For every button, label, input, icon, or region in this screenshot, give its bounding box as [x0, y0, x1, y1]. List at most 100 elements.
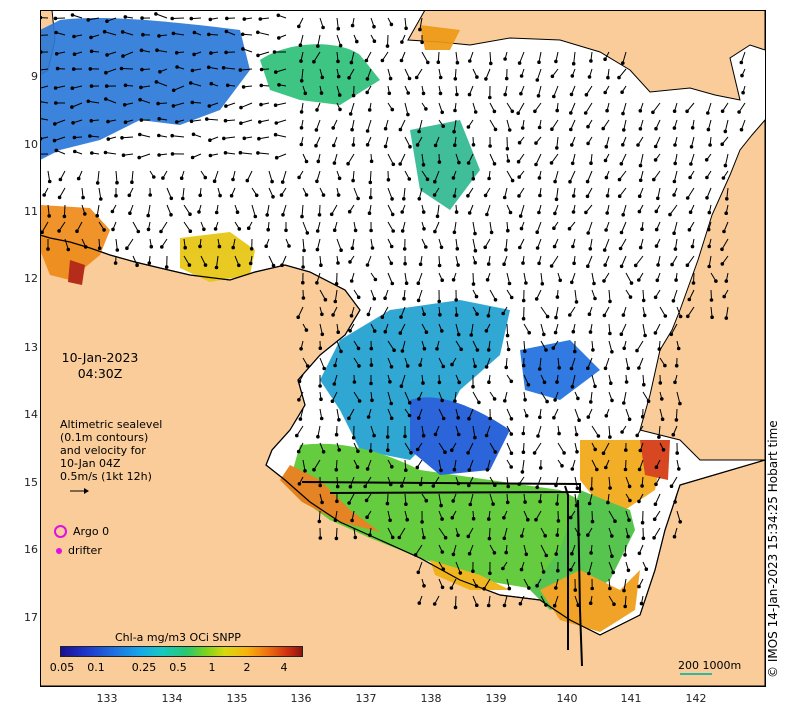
velocity-arrow: [669, 204, 678, 215]
velocity-arrow-head: [90, 151, 94, 155]
velocity-arrow-head: [739, 60, 744, 65]
velocity-arrow-head: [455, 247, 460, 251]
velocity-arrow-head: [555, 146, 559, 150]
velocity-arrow-head: [503, 92, 508, 97]
velocity-arrow-head: [574, 300, 579, 304]
velocity-arrow-head: [486, 262, 491, 266]
velocity-arrow-head: [453, 399, 457, 403]
velocity-arrow-head: [320, 75, 325, 80]
velocity-arrow-head: [337, 448, 342, 452]
velocity-arrow-head: [170, 133, 174, 138]
velocity-arrow-head: [348, 484, 353, 489]
velocity-arrow-head: [62, 214, 67, 219]
velocity-arrow: [536, 68, 542, 81]
velocity-arrow-head: [591, 348, 595, 352]
velocity-arrow-head: [660, 397, 664, 401]
lon-tick-label: 141: [620, 692, 642, 705]
velocity-arrow-head: [335, 484, 340, 489]
velocity-arrow-head: [383, 296, 387, 301]
velocity-arrow-head: [475, 312, 479, 316]
velocity-arrow-head: [203, 263, 208, 267]
lon-tick-label: 139: [485, 692, 507, 705]
velocity-arrow-head: [654, 209, 659, 214]
velocity-arrow-head: [678, 314, 683, 319]
velocity-arrow-head: [453, 143, 457, 147]
velocity-arrow-head: [623, 553, 627, 557]
velocity-arrow-head: [624, 448, 628, 452]
velocity-arrow-head: [523, 349, 527, 354]
velocity-arrow-head: [320, 332, 325, 337]
depth-scale-bar: [680, 673, 712, 675]
velocity-arrow-head: [365, 467, 370, 471]
velocity-arrow-head: [538, 499, 542, 504]
velocity-arrow-head: [333, 299, 338, 304]
velocity-arrow-head: [73, 149, 77, 154]
velocity-arrow: [47, 204, 50, 216]
velocity-arrow-head: [319, 416, 324, 421]
velocity-arrow-head: [641, 298, 646, 303]
velocity-arrow: [173, 85, 185, 91]
velocity-arrow-head: [706, 111, 710, 115]
velocity-arrow-head: [256, 53, 260, 58]
velocity-arrow-head: [550, 127, 554, 131]
velocity-arrow-head: [587, 75, 592, 79]
velocity-arrow-head: [635, 433, 640, 438]
velocity-arrow: [418, 119, 423, 132]
velocity-arrow-head: [608, 586, 612, 591]
velocity-arrow-head: [467, 416, 471, 421]
velocity-arrow-head: [612, 602, 616, 607]
velocity-arrow-head: [88, 67, 93, 71]
velocity-arrow-head: [418, 363, 423, 367]
velocity-arrow-head: [299, 79, 304, 83]
velocity-arrow-head: [425, 177, 430, 182]
velocity-arrow-head: [637, 209, 642, 214]
velocity-arrow: [257, 31, 270, 36]
velocity-arrow-head: [524, 414, 529, 418]
velocity-arrow-head: [398, 127, 403, 132]
velocity-arrow: [301, 204, 304, 217]
velocity-arrow-head: [312, 59, 316, 64]
velocity-arrow-head: [334, 432, 339, 437]
velocity-arrow-head: [276, 13, 281, 18]
velocity-arrow-head: [405, 364, 410, 368]
map-area[interactable]: [40, 10, 765, 686]
velocity-arrow-head: [241, 85, 246, 89]
velocity-arrow-head: [537, 125, 542, 130]
velocity-arrow: [121, 136, 134, 139]
velocity-arrow-head: [592, 281, 596, 286]
velocity-arrow-head: [366, 415, 371, 419]
velocity-arrow: [353, 187, 359, 199]
velocity-arrow-head: [622, 401, 626, 405]
velocity-arrow-head: [424, 107, 428, 111]
velocity-arrow: [540, 272, 543, 284]
velocity-arrow-head: [157, 133, 161, 138]
velocity-arrow-head: [595, 467, 599, 472]
velocity-arrow-head: [471, 282, 476, 286]
velocity-arrow-head: [604, 465, 608, 470]
velocity-arrow-head: [653, 144, 658, 149]
lat-tick-label: 10: [24, 138, 38, 151]
velocity-arrow-head: [421, 163, 426, 167]
velocity-arrow-head: [653, 295, 658, 300]
velocity-arrow-head: [121, 153, 126, 157]
velocity-arrow-head: [187, 263, 192, 267]
velocity-arrow-head: [333, 518, 338, 523]
velocity-arrow-head: [640, 520, 645, 525]
velocity-arrow-head: [549, 264, 554, 268]
velocity-arrow: [223, 67, 236, 70]
velocity-arrow-head: [136, 229, 141, 234]
velocity-arrow: [621, 255, 627, 267]
velocity-arrow: [519, 51, 525, 64]
velocity-arrow-head: [586, 415, 591, 419]
velocity-arrow-head: [451, 499, 456, 503]
velocity-arrow-head: [685, 196, 690, 200]
velocity-arrow-head: [603, 158, 608, 163]
velocity-arrow: [387, 153, 394, 165]
velocity-arrow: [40, 117, 49, 121]
velocity-arrow-head: [415, 465, 420, 470]
argo-marker-icon: [54, 525, 67, 538]
velocity-arrow-head: [690, 126, 695, 130]
velocity-arrow: [399, 153, 406, 165]
velocity-arrow: [517, 102, 525, 114]
velocity-arrow: [574, 476, 578, 489]
